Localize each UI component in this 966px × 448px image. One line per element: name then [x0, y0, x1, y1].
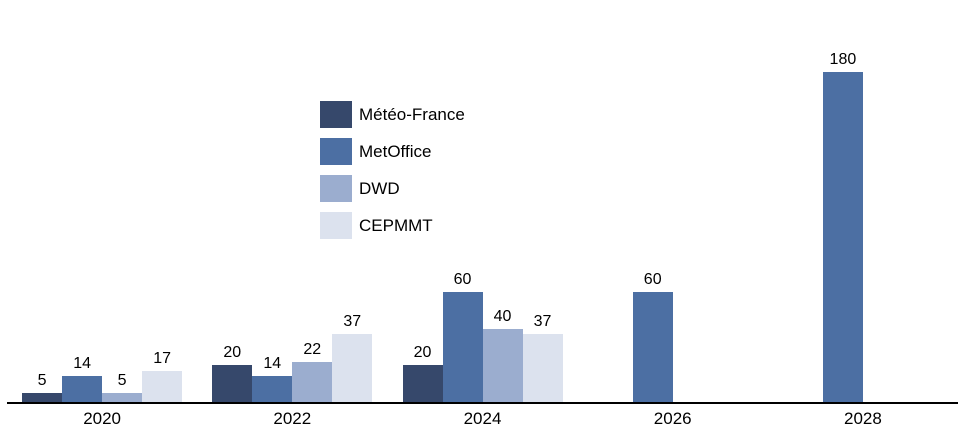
bar-DWD-2020: 5 — [102, 373, 143, 402]
legend-item-MetOffice: MetOffice — [320, 138, 465, 165]
bar-CEPMMT-2024: 37 — [522, 314, 563, 402]
data-label-Météo-France-2022: 20 — [223, 344, 242, 361]
data-label-MetOffice-2026: 60 — [643, 271, 662, 288]
bar-DWD-2024: 40 — [482, 309, 523, 402]
data-label-Météo-France-2024: 20 — [413, 344, 432, 361]
bar-CEPMMT-2022: 37 — [332, 314, 373, 402]
legend-swatch-icon — [320, 138, 352, 165]
bar-MetOffice-2020: 14 — [62, 356, 103, 402]
bar-MetOffice-2028: 180 — [822, 52, 863, 402]
legend: Météo-France MetOffice DWD CEPMMT — [320, 101, 465, 249]
data-label-DWD-2024: 40 — [493, 308, 512, 325]
bar-Météo-France-2024: 20 — [402, 345, 443, 402]
legend-label: MetOffice — [359, 141, 432, 161]
legend-swatch-icon — [320, 101, 352, 128]
bar-MetOffice-2022: 14 — [252, 356, 293, 402]
legend-item-DWD: DWD — [320, 175, 465, 202]
x-axis-line — [7, 402, 958, 404]
legend-label: Météo-France — [359, 104, 465, 124]
category-group-2024: 20 60 40 37 — [387, 42, 577, 402]
bar-MetOffice-2026: 60 — [632, 272, 673, 402]
data-label-MetOffice-2024: 60 — [453, 271, 472, 288]
data-label-DWD-2022: 22 — [303, 341, 322, 358]
data-label-DWD-2020: 5 — [117, 372, 127, 389]
x-axis-label-2020: 2020 — [83, 409, 122, 428]
category-group-2020: 5 14 5 17 — [7, 42, 197, 402]
category-group-2022: 20 14 22 37 — [197, 42, 387, 402]
legend-label: CEPMMT — [359, 215, 433, 235]
bar-CEPMMT-2020: 17 — [142, 351, 183, 402]
plot-area: 5 14 5 17 20 14 22 37 20 60 40 37 60 180 — [7, 42, 958, 402]
legend-item-CEPMMT: CEPMMT — [320, 212, 465, 239]
data-label-Météo-France-2020: 5 — [37, 372, 47, 389]
x-axis-label-2022: 2022 — [273, 409, 312, 428]
data-label-CEPMMT-2024: 37 — [533, 313, 552, 330]
data-label-MetOffice-2022: 14 — [263, 355, 282, 372]
legend-swatch-icon — [320, 175, 352, 202]
data-label-MetOffice-2020: 14 — [73, 355, 91, 372]
data-label-MetOffice-2028: 180 — [829, 51, 857, 68]
data-label-CEPMMT-2020: 17 — [153, 350, 171, 367]
category-group-2026: 60 — [578, 42, 768, 402]
x-axis-label-2024: 2024 — [463, 409, 502, 428]
legend-swatch-icon — [320, 212, 352, 239]
x-axis-label-2026: 2026 — [653, 409, 692, 428]
legend-item-Météo-France: Météo-France — [320, 101, 465, 128]
legend-label: DWD — [359, 178, 400, 198]
bar-Météo-France-2020: 5 — [22, 373, 63, 402]
x-axis-labels: 2020 2022 2024 2026 2028 — [7, 409, 958, 429]
category-group-2028: 180 — [768, 42, 958, 402]
bar-Météo-France-2022: 20 — [212, 345, 253, 402]
bar-MetOffice-2024: 60 — [442, 272, 483, 402]
bar-DWD-2022: 22 — [292, 342, 333, 402]
data-label-CEPMMT-2022: 37 — [343, 313, 362, 330]
x-axis-label-2028: 2028 — [844, 409, 882, 428]
